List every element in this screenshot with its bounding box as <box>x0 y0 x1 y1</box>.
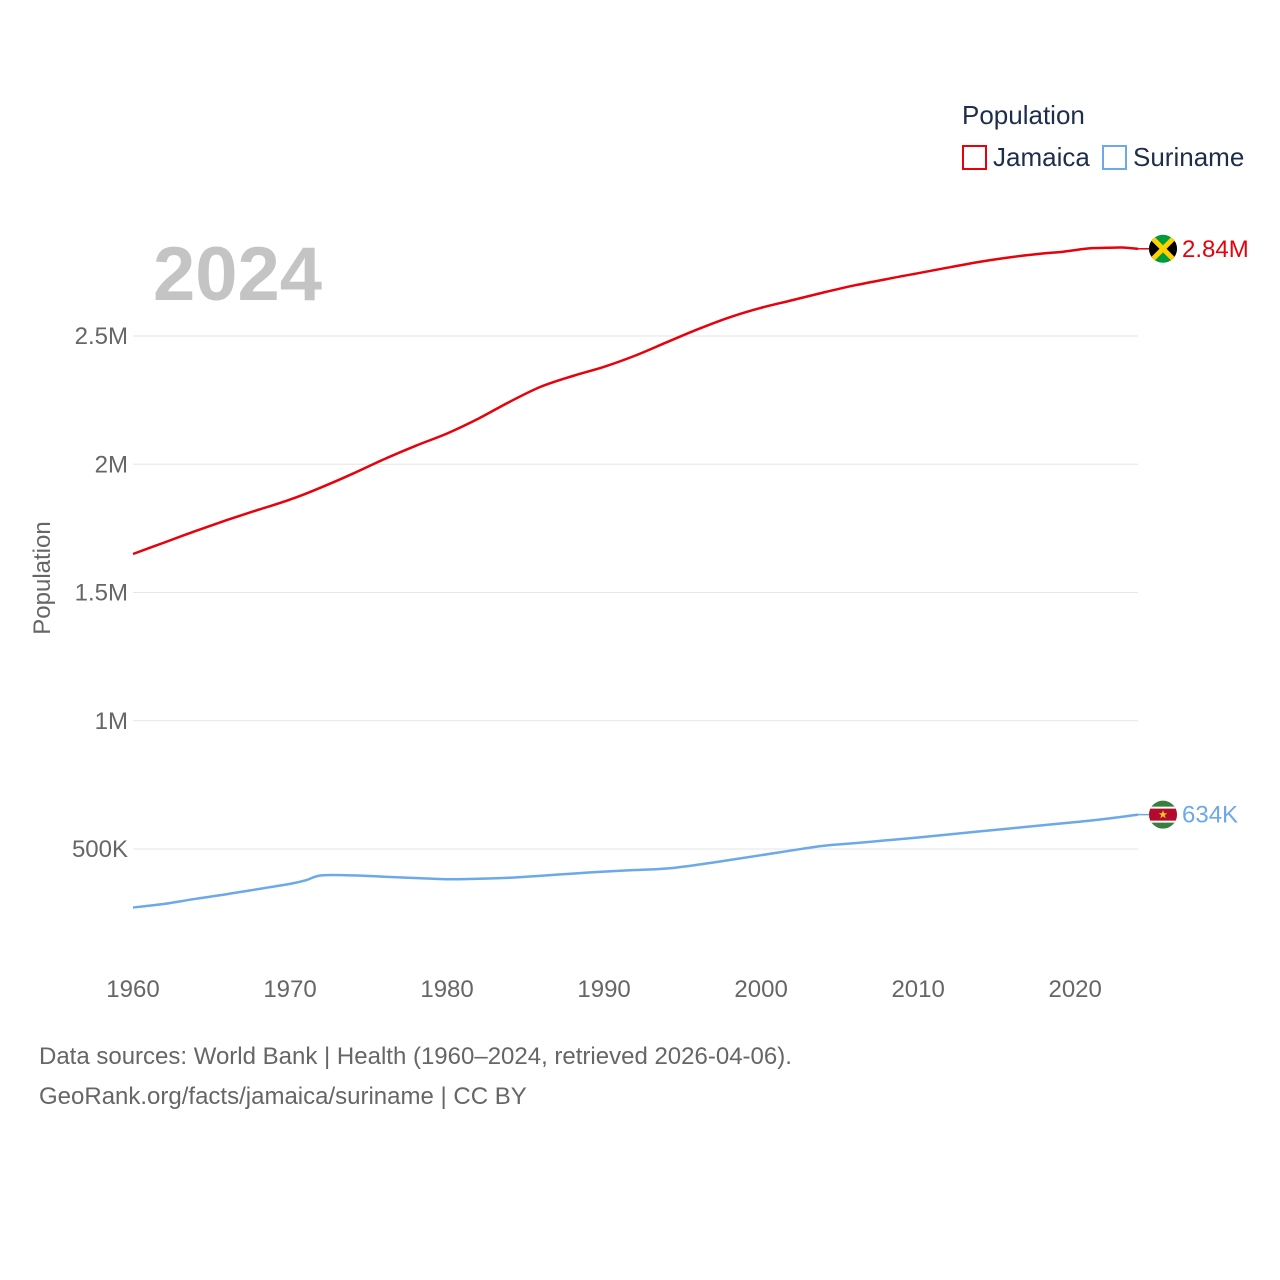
legend-swatch-jamaica[interactable] <box>962 145 987 170</box>
y-axis-title: Population <box>29 521 56 634</box>
end-label-jamaica: 2.84M <box>1182 236 1249 263</box>
suriname-flag-icon <box>1149 800 1177 829</box>
y-tick-label: 500K <box>72 836 128 863</box>
gridlines <box>133 335 1138 850</box>
x-tick-label: 2020 <box>1048 976 1101 1003</box>
x-tick-label: 1960 <box>106 976 159 1003</box>
legend-swatch-suriname[interactable] <box>1102 145 1127 170</box>
jamaica-flag-icon <box>1149 234 1177 263</box>
year-label: 2024 <box>153 232 322 317</box>
footer-attribution[interactable]: GeoRank.org/facts/jamaica/suriname | CC … <box>39 1083 527 1110</box>
end-label-suriname: 634K <box>1182 802 1238 829</box>
y-tick-label: 1.5M <box>75 580 128 607</box>
x-tick-label: 1970 <box>263 976 316 1003</box>
legend: Population Jamaica Suriname <box>962 100 1244 172</box>
legend-label-suriname[interactable]: Suriname <box>1133 142 1244 172</box>
series-line-jamaica[interactable] <box>132 246 1139 556</box>
x-tick-label: 2010 <box>891 976 944 1003</box>
series-layer <box>132 246 1149 909</box>
series-line-suriname[interactable] <box>132 813 1139 909</box>
x-tick-label: 1990 <box>577 976 630 1003</box>
x-tick-label: 1980 <box>420 976 473 1003</box>
legend-label-jamaica[interactable]: Jamaica <box>993 142 1090 172</box>
y-tick-label: 2M <box>95 451 128 478</box>
legend-title: Population <box>962 100 1085 130</box>
footer-sources: Data sources: World Bank | Health (1960–… <box>39 1043 792 1070</box>
x-axis-ticks: 1960 1970 1980 1990 2000 2010 2020 <box>106 976 1102 1003</box>
y-tick-label: 2.5M <box>75 323 128 350</box>
y-tick-label: 1M <box>95 708 128 735</box>
y-axis-ticks: 500K 1M 1.5M 2M 2.5M <box>72 323 128 863</box>
x-tick-label: 2000 <box>734 976 787 1003</box>
